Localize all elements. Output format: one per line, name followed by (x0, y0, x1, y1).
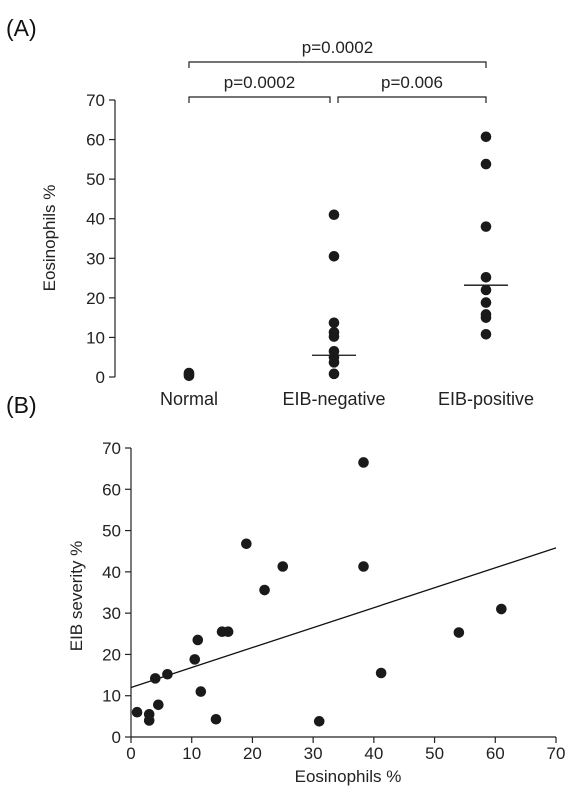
panel-a-bracket (337, 96, 487, 103)
panel-a-category-label: EIB-positive (438, 389, 534, 409)
panel-b-trendline (130, 547, 557, 689)
panel-b-x-tick-label: 10 (182, 744, 201, 763)
panel-b-data-point (241, 538, 252, 550)
panel-b-data-point (358, 561, 369, 572)
panel-b-data-point (210, 713, 222, 725)
panel-b-data-point (195, 686, 207, 697)
panel-b-data-point (189, 654, 201, 665)
panel-b-x-tick-label: 40 (364, 744, 383, 763)
panel-b: (B) EIB severity % Eosinophils % 0 10 20 30… (6, 392, 565, 786)
panel-b-y-tick-label: 60 (102, 480, 121, 499)
panel-a-label: (A) (6, 15, 37, 41)
panel-b-y-tick-label: 40 (102, 563, 121, 582)
panel-a-data-point (328, 209, 340, 221)
panel-a-y-ticks: 0 10 20 30 40 50 60 70 (86, 91, 115, 387)
panel-a-y-tick-label: 0 (96, 368, 105, 387)
panel-b-data-point (375, 667, 387, 679)
panel-b-y-ticks: 0 10 20 30 40 50 60 70 (102, 439, 131, 747)
panel-a-bracket (188, 61, 487, 68)
panel-b-data-point (192, 634, 204, 646)
panel-b-data-point (149, 673, 161, 684)
panel-b-y-tick-label: 70 (102, 439, 121, 458)
panel-b-y-tick-label: 30 (102, 604, 121, 623)
panel-a-p-value-label: p=0.0002 (224, 73, 295, 92)
panel-a-data-point (328, 357, 340, 368)
panel-a-data-point (328, 331, 340, 342)
panel-a-data-point (480, 271, 492, 283)
panel-a-significance-brackets: p=0.0002 p=0.0002 p=0.006 (188, 38, 487, 103)
panel-b-x-ticks: 0 10 20 30 40 50 60 70 (126, 737, 565, 763)
panel-a-data-point (480, 297, 492, 308)
panel-b-data-point (162, 668, 173, 680)
panel-b-data-point (259, 584, 270, 596)
panel-b-data-point (496, 603, 507, 615)
panel-b-data-point (453, 627, 465, 638)
panel-a-data-point (183, 367, 195, 379)
panel-a-data-point (328, 368, 340, 380)
panel-a-y-tick-label: 60 (86, 131, 105, 150)
panel-b-data-point (313, 716, 325, 727)
panel-a-data-point (480, 221, 492, 232)
panel-a-bracket (188, 96, 331, 103)
panel-b-x-tick-label: 0 (126, 744, 135, 763)
panel-b-x-tick-label: 20 (243, 744, 262, 763)
panel-b-y-tick-label: 0 (112, 728, 121, 747)
panel-a-data-point (480, 158, 492, 170)
panel-a-category-labels: Normal EIB-negative EIB-positive (160, 389, 534, 409)
panel-b-y-tick-label: 10 (102, 687, 121, 706)
panel-a-data-point (480, 284, 492, 296)
panel-a-y-tick-label: 10 (86, 328, 105, 347)
panel-b-x-tick-label: 60 (486, 744, 505, 763)
panel-a-y-tick-label: 30 (86, 249, 105, 268)
panel-a-category-label: Normal (160, 389, 218, 409)
panel-a-y-axis-title: Eosinophils % (40, 185, 59, 292)
panel-b-data-point (277, 561, 289, 572)
panel-b-y-axis-title: EIB severity % (67, 541, 86, 652)
panel-a-median-lines (312, 284, 508, 356)
panel-a-p-value-label: p=0.006 (381, 73, 443, 92)
panel-b-trendline-line (130, 547, 557, 689)
panel-a-data-point (480, 312, 492, 323)
panel-b-data-point (222, 626, 234, 638)
panel-b-data-point (358, 457, 369, 468)
panel-b-x-tick-label: 70 (547, 744, 566, 763)
panel-a-data-point (480, 328, 492, 340)
panel-b-x-tick-label: 30 (304, 744, 323, 763)
panel-b-data-point (143, 715, 155, 726)
panel-b-x-axis-title: Eosinophils % (295, 767, 402, 786)
panel-a-y-tick-label: 70 (86, 91, 105, 110)
panel-a-data-point (480, 131, 492, 143)
panel-b-data-point (153, 699, 164, 711)
panel-b-data-point (131, 706, 143, 718)
panel-b-y-tick-label: 50 (102, 522, 121, 541)
panel-b-data-points (131, 457, 507, 727)
panel-a-p-value-label: p=0.0002 (302, 38, 373, 57)
panel-a-data-point (328, 317, 340, 329)
panel-a-category-label: EIB-negative (282, 389, 385, 409)
panel-a-y-tick-label: 20 (86, 289, 105, 308)
panel-a-data-point (328, 251, 340, 262)
panel-a-y-tick-label: 40 (86, 210, 105, 229)
panel-b-x-tick-label: 50 (425, 744, 444, 763)
panel-a-data-points (183, 131, 492, 382)
panel-a-y-tick-label: 50 (86, 170, 105, 189)
panel-a: (A) Eosinophils % 0 10 20 30 40 50 60 70 p=0.00… (6, 15, 534, 409)
panel-b-y-tick-label: 20 (102, 645, 121, 664)
panel-b-label: (B) (6, 392, 37, 418)
